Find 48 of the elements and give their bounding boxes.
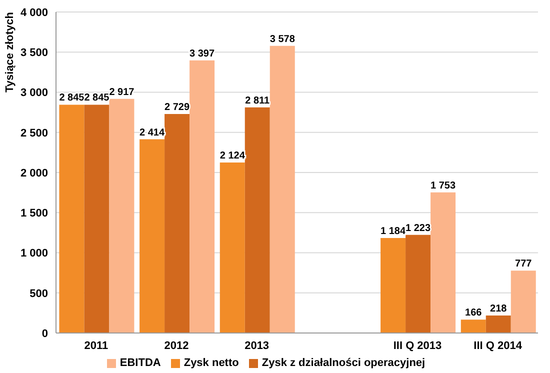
- x-tick-label: 2011: [84, 340, 108, 352]
- bar: [460, 320, 486, 333]
- y-tick-label: 4 000: [20, 6, 48, 19]
- data-label: 1 223: [406, 222, 431, 234]
- bar: [84, 104, 110, 333]
- bar: [59, 104, 84, 333]
- data-label: 218: [490, 304, 508, 315]
- data-label: 166: [465, 308, 482, 319]
- y-tick-label: 2 000: [20, 167, 48, 180]
- bar: [109, 98, 134, 333]
- legend-label: EBITDA: [120, 357, 161, 369]
- y-tick-label: 3 500: [20, 47, 48, 60]
- bar: [430, 192, 456, 333]
- data-label: 2 917: [109, 86, 135, 98]
- data-label: 2 845: [59, 92, 85, 104]
- bar: [190, 60, 215, 333]
- bar: [244, 107, 270, 333]
- x-tick-label: 2012: [164, 340, 189, 352]
- bar: [406, 234, 431, 333]
- y-tick-label: 2 500: [20, 127, 48, 140]
- x-tick-label: III Q 2013: [393, 340, 442, 352]
- y-axis-title: Tysiące złotych: [4, 12, 16, 92]
- data-label: 2 729: [164, 102, 190, 113]
- bar: [220, 162, 245, 333]
- y-tick-label: 0: [42, 328, 48, 340]
- data-label: 3 578: [270, 34, 296, 45]
- y-tick-label: 3 000: [20, 87, 48, 100]
- bar: [380, 238, 406, 333]
- bar: [270, 46, 295, 333]
- bar: [510, 270, 536, 333]
- data-label: 1 184: [380, 226, 406, 237]
- x-tick-label: 2013: [244, 340, 270, 352]
- data-label: 2 414: [140, 127, 165, 138]
- data-label: 3 397: [190, 48, 215, 60]
- y-tick-label: 500: [30, 288, 48, 300]
- legend-label: Zysk z działalności operacyjnej: [262, 357, 426, 369]
- bar: [486, 316, 511, 333]
- data-label: 1 753: [430, 180, 456, 192]
- data-label: 777: [515, 258, 532, 270]
- data-label: 2 811: [245, 95, 270, 106]
- bar: [164, 114, 190, 333]
- data-label: 2 124: [220, 150, 246, 162]
- x-tick-label: III Q 2014: [474, 340, 523, 352]
- data-label: 2 845: [84, 92, 110, 104]
- bar: [140, 139, 165, 333]
- y-tick-label: 1 000: [20, 248, 48, 260]
- legend-label: Zysk netto: [184, 357, 239, 369]
- y-tick-label: 1 500: [20, 208, 48, 220]
